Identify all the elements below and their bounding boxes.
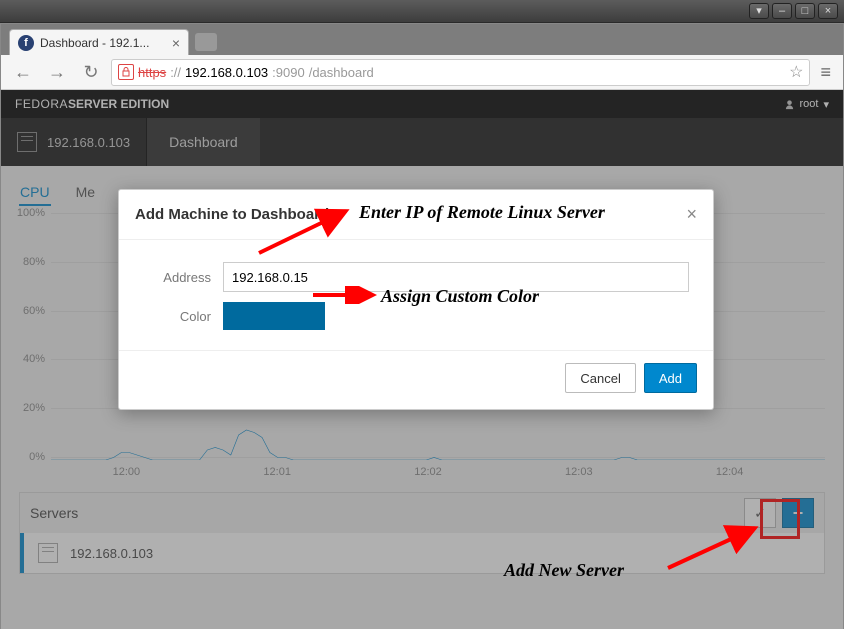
browser-toolbar: ← → ↻ https://192.168.0.103:9090/dashboa… [1,55,843,90]
color-label: Color [143,309,211,324]
cancel-button[interactable]: Cancel [565,363,635,393]
add-button[interactable]: Add [644,363,697,393]
modal-footer: Cancel Add [119,350,713,409]
forward-button[interactable]: → [43,59,71,85]
lock-warning-icon [118,64,134,80]
fedora-favicon: f [18,35,34,51]
window-titlebar: ▾ – □ × [0,0,844,23]
modal-body: Address Color [119,240,713,350]
url-path: /dashboard [309,65,374,80]
tab-title: Dashboard - 192.1... [40,36,149,50]
window-close-button[interactable]: × [818,3,838,19]
browser-tab[interactable]: f Dashboard - 192.1... × [9,29,189,55]
back-button[interactable]: ← [9,59,37,85]
page-content: FEDORA SERVER EDITION root ▾ 192.168.0.1… [1,90,843,629]
modal-title: Add Machine to Dashboard [135,206,329,223]
window-dropdown-button[interactable]: ▾ [749,3,769,19]
modal-close-icon[interactable]: × [686,204,697,225]
bookmark-star-icon[interactable]: ☆ [789,62,803,82]
color-swatch[interactable] [223,302,325,330]
url-protocol: https [138,65,166,80]
new-tab-button[interactable] [195,33,217,51]
reload-button[interactable]: ↻ [77,59,105,85]
tab-strip: f Dashboard - 192.1... × [1,24,843,55]
window-maximize-button[interactable]: □ [795,3,815,19]
tab-close-icon[interactable]: × [172,35,180,51]
url-port: :9090 [272,65,305,80]
modal-header: Add Machine to Dashboard × [119,190,713,240]
browser-window: f Dashboard - 192.1... × ← → ↻ https://1… [0,23,844,629]
url-host: 192.168.0.103 [185,65,268,80]
window-minimize-button[interactable]: – [772,3,792,19]
url-bar[interactable]: https://192.168.0.103:9090/dashboard ☆ [111,59,810,86]
address-label: Address [143,270,211,285]
browser-menu-icon[interactable]: ≡ [816,60,835,85]
address-input[interactable] [223,262,689,292]
add-machine-modal: Add Machine to Dashboard × Address Color… [118,189,714,410]
